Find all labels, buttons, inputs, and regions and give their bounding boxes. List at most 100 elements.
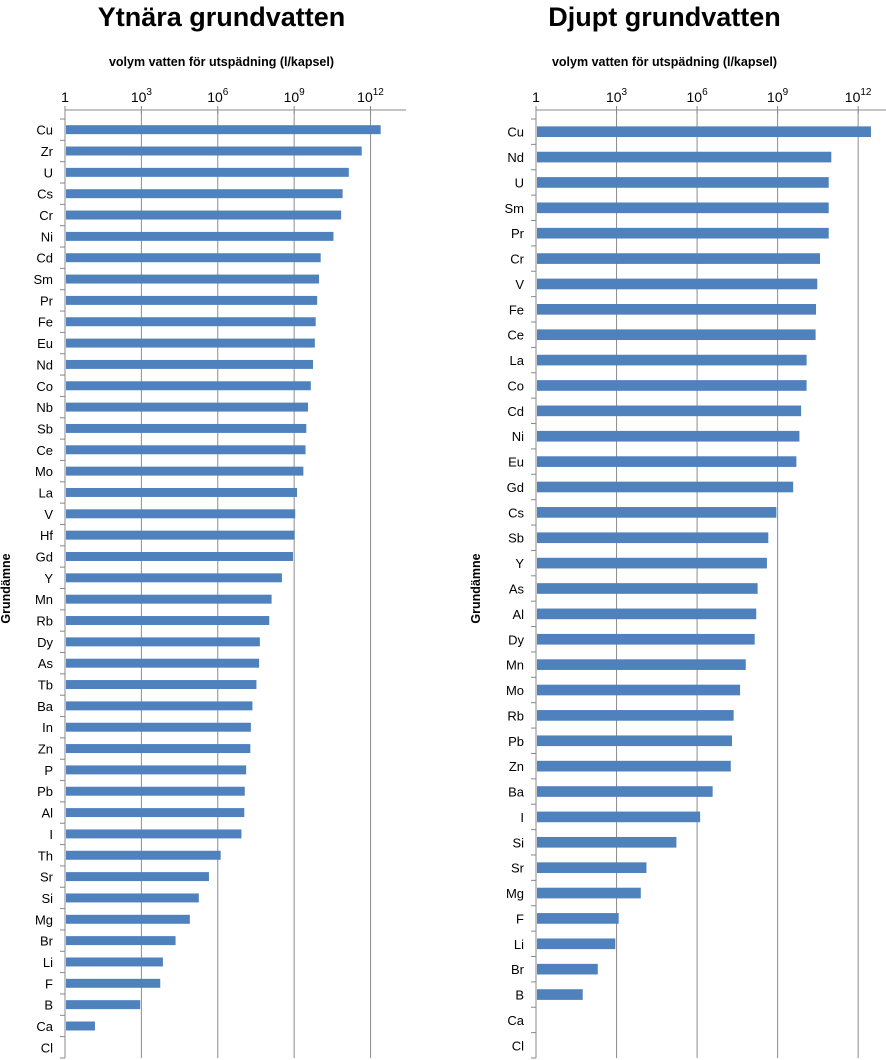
bar — [66, 167, 349, 177]
category-label: Th — [38, 848, 53, 863]
category-label: Sm — [34, 272, 54, 287]
category-label: La — [39, 485, 54, 500]
bar — [66, 231, 334, 241]
bar — [66, 765, 247, 775]
chart-plot: 1 103 106 109 1012 Cu Zr U Cs Cr Ni Cd Sm Pr Fe Eu Nd Co N… — [0, 87, 406, 1059]
bar — [66, 125, 381, 135]
category-label: Cd — [36, 251, 53, 266]
category-label: Cu — [507, 125, 524, 140]
bar — [66, 808, 245, 818]
chart-panel-right: Djupt grundvatten volym vatten för utspä… — [443, 0, 886, 1060]
category-label: Cu — [36, 123, 53, 138]
category-label: Hf — [40, 528, 53, 543]
bar — [66, 253, 321, 263]
bar — [66, 957, 163, 967]
category-label: V — [515, 277, 524, 292]
category-label: Si — [41, 891, 53, 906]
category-label: Mg — [35, 912, 53, 927]
category-label: Ni — [512, 429, 524, 444]
category-label: Ce — [507, 328, 524, 343]
category-label: Li — [43, 955, 53, 970]
bar — [537, 456, 797, 467]
category-label: Cl — [512, 1038, 524, 1053]
category-label: Ca — [507, 1013, 524, 1028]
bar — [66, 317, 316, 327]
bar — [537, 304, 817, 315]
bar — [537, 177, 829, 188]
bar — [537, 253, 821, 264]
bar — [66, 274, 320, 284]
category-label: Pr — [40, 293, 54, 308]
bar — [66, 189, 343, 199]
category-label: B — [44, 998, 53, 1013]
x-tick-label: 103 — [131, 87, 153, 105]
x-axis-title: volym vatten för utspädning (l/kapsel) — [551, 55, 778, 69]
category-label: Al — [512, 607, 524, 622]
x-tick-label: 109 — [767, 87, 789, 105]
category-label: Gd — [507, 480, 524, 495]
bar — [537, 710, 734, 721]
bar — [537, 735, 733, 747]
category-label: Cr — [510, 252, 524, 267]
bar — [537, 760, 731, 772]
bar — [66, 616, 270, 625]
category-label: Cs — [37, 187, 53, 202]
bar — [66, 509, 296, 519]
bar — [66, 722, 251, 732]
category-label: Sm — [505, 201, 525, 216]
category-label: Br — [40, 934, 54, 949]
category-label: As — [38, 656, 54, 671]
bar — [66, 487, 298, 497]
bar — [66, 573, 282, 583]
bar — [66, 872, 209, 882]
category-label: Ba — [37, 699, 54, 714]
category-label: Cd — [507, 404, 524, 419]
bar — [537, 938, 616, 950]
chart-panel-left: Ytnära grundvatten volym vatten för utsp… — [0, 2, 406, 1059]
bar — [66, 744, 251, 754]
category-label: U — [515, 175, 524, 190]
category-label: Br — [511, 962, 525, 977]
category-label: Zn — [509, 759, 524, 774]
category-label: Co — [507, 378, 524, 393]
category-label: Dy — [37, 635, 53, 650]
bar — [537, 227, 829, 239]
bar — [66, 210, 342, 220]
category-label: U — [44, 165, 53, 180]
bar — [66, 658, 260, 668]
category-label: Mo — [35, 464, 53, 479]
bar — [66, 680, 257, 690]
category-label: Cs — [508, 505, 524, 520]
category-label: Y — [515, 556, 524, 571]
category-label: Mn — [35, 592, 53, 607]
bar — [66, 530, 295, 540]
y-axis-title: Grundämne — [0, 553, 13, 623]
category-label: Pr — [511, 226, 525, 241]
bar — [537, 608, 757, 620]
category-label: Ba — [508, 785, 525, 800]
x-tick-label: 1012 — [357, 87, 384, 105]
bar — [66, 701, 253, 711]
category-label: Gd — [36, 549, 53, 564]
bar — [537, 151, 832, 163]
category-label: Mn — [506, 658, 524, 673]
chart-title: Ytnära grundvatten — [97, 2, 346, 32]
category-label: Tb — [38, 678, 53, 693]
category-label: Pb — [508, 734, 524, 749]
bar — [537, 507, 777, 518]
bar — [66, 637, 260, 647]
category-label: Zn — [38, 742, 53, 757]
bar — [537, 126, 871, 138]
category-label: Al — [41, 806, 53, 821]
bar — [537, 887, 641, 899]
x-tick-label: 109 — [284, 87, 306, 105]
bar — [66, 423, 307, 433]
bar — [66, 146, 362, 156]
bar — [66, 402, 309, 412]
category-label: Cl — [41, 1040, 53, 1055]
category-label: Fe — [38, 315, 53, 330]
category-label: Sb — [508, 531, 524, 546]
bar — [537, 278, 818, 290]
bar — [537, 430, 800, 442]
bar — [537, 836, 677, 848]
